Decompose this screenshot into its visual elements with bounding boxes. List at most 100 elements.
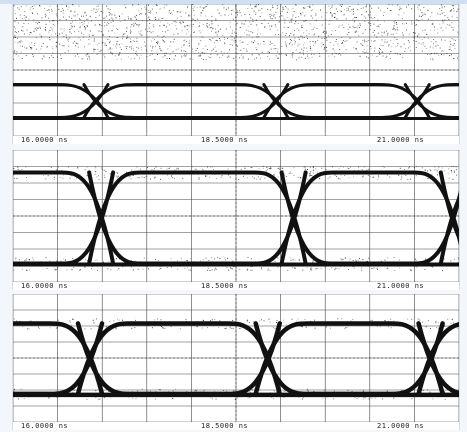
noise-dot <box>403 12 405 14</box>
noise-dot <box>249 391 251 393</box>
noise-dot <box>25 55 27 57</box>
noise-dot <box>85 27 87 29</box>
noise-dot <box>355 26 357 28</box>
noise-dot <box>269 9 271 11</box>
noise-dot <box>440 27 442 29</box>
noise-dot <box>312 17 313 19</box>
noise-dot <box>278 20 280 22</box>
noise-dot <box>16 320 18 322</box>
noise-dot <box>79 269 81 271</box>
noise-dot <box>164 54 166 56</box>
noise-dot <box>324 266 326 268</box>
noise-dot <box>154 177 156 179</box>
noise-dot <box>52 57 54 58</box>
noise-dot <box>451 50 453 52</box>
noise-dot <box>96 259 98 261</box>
noise-dot <box>186 260 188 262</box>
noise-dot <box>253 41 254 43</box>
noise-dot <box>107 8 109 10</box>
noise-dot <box>368 168 370 170</box>
noise-dot <box>432 23 434 25</box>
noise-dot <box>452 44 454 46</box>
noise-dot <box>229 267 231 269</box>
noise-dot <box>323 44 324 46</box>
noise-dot <box>456 11 458 13</box>
noise-dot <box>269 16 271 18</box>
noise-dot <box>275 55 277 57</box>
noise-dot <box>130 31 132 33</box>
noise-dot <box>387 7 388 9</box>
noise-dot <box>95 9 97 11</box>
noise-dot <box>28 269 30 271</box>
noise-dot <box>232 18 234 20</box>
noise-dot <box>415 24 417 26</box>
noise-dot <box>211 319 213 321</box>
noise-dot <box>17 166 19 168</box>
noise-dot <box>357 4 359 5</box>
noise-dot <box>52 46 54 48</box>
noise-dot <box>154 319 156 321</box>
noise-dot <box>176 260 178 262</box>
noise-dot <box>431 23 433 25</box>
noise-dot <box>31 6 33 7</box>
noise-dot <box>211 23 213 25</box>
noise-dot <box>331 5 333 7</box>
noise-dot <box>422 42 424 44</box>
noise-dot <box>52 30 53 32</box>
noise-dot <box>429 46 431 48</box>
noise-dot <box>152 31 154 33</box>
noise-dot <box>283 173 285 175</box>
noise-dot <box>308 57 310 59</box>
noise-dot <box>210 320 211 322</box>
noise-dot <box>355 48 357 50</box>
noise-dot <box>85 11 87 13</box>
noise-dot <box>320 267 322 269</box>
noise-dot <box>154 398 156 400</box>
noise-dot <box>14 177 15 179</box>
noise-dot <box>265 170 267 172</box>
noise-dot <box>230 267 232 269</box>
noise-dot <box>192 8 194 10</box>
noise-dot <box>207 26 209 28</box>
x-tick-label: 21.0000 ns <box>377 282 425 290</box>
noise-dot <box>29 320 31 322</box>
noise-dot <box>205 45 207 47</box>
noise-dot <box>95 17 97 18</box>
noise-dot <box>135 14 137 16</box>
noise-dot <box>435 41 437 43</box>
noise-dot <box>150 12 152 14</box>
noise-dot <box>367 40 369 42</box>
noise-dot <box>336 268 338 270</box>
noise-dot <box>291 173 293 175</box>
noise-dot <box>110 269 112 271</box>
noise-dot <box>257 43 259 45</box>
noise-dot <box>229 26 231 28</box>
noise-dot <box>235 35 237 37</box>
noise-dot <box>448 19 450 20</box>
noise-dot <box>406 6 407 8</box>
noise-dot <box>237 179 239 180</box>
eye-upper-trace <box>75 321 282 397</box>
noise-dot <box>236 35 238 37</box>
noise-dot <box>214 257 215 259</box>
noise-dot <box>398 9 400 11</box>
noise-dot <box>118 15 120 17</box>
noise-dot <box>458 33 459 35</box>
noise-dot <box>148 27 150 29</box>
noise-dot <box>339 4 341 6</box>
noise-dot <box>378 50 380 52</box>
noise-dot <box>450 54 452 56</box>
noise-dot <box>388 4 390 6</box>
noise-dot <box>235 33 237 35</box>
noise-dot <box>336 175 338 177</box>
noise-dot <box>210 27 212 28</box>
noise-dot <box>83 15 85 17</box>
noise-dot <box>222 4 224 6</box>
noise-dot <box>254 6 256 8</box>
noise-dot <box>168 168 170 169</box>
noise-dot <box>452 178 454 180</box>
noise-dot <box>126 45 128 47</box>
noise-dot <box>20 6 22 8</box>
noise-dot <box>200 260 201 262</box>
noise-dot <box>212 37 214 39</box>
